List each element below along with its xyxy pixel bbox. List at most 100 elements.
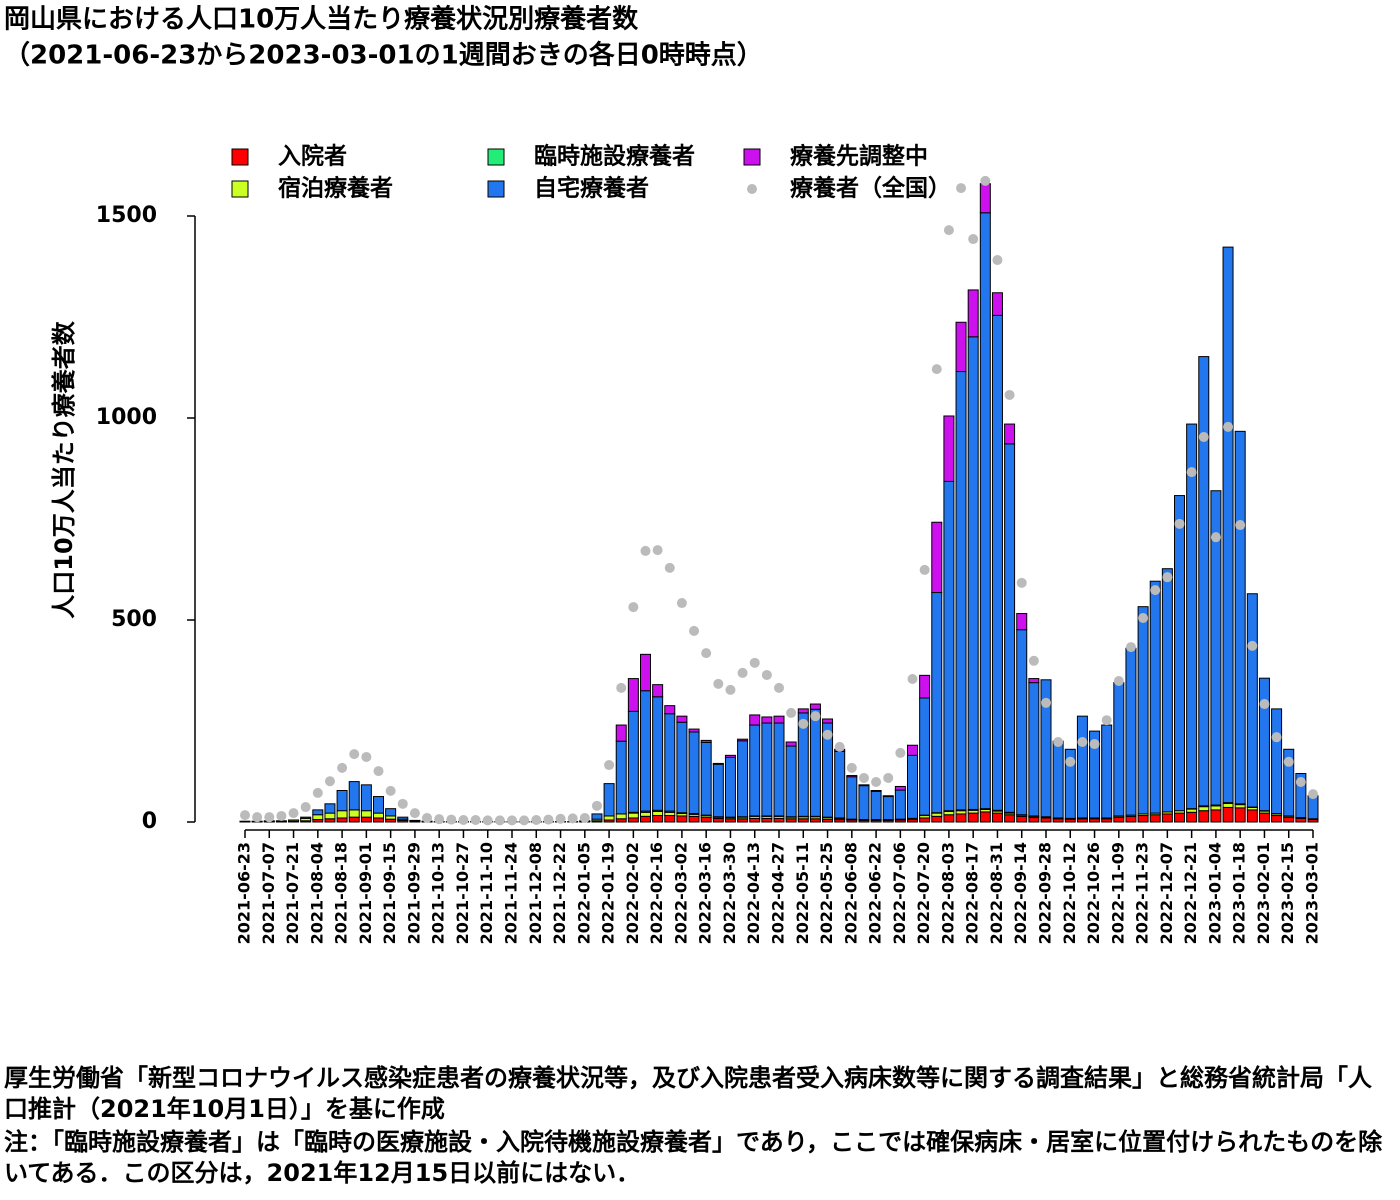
bar-segment xyxy=(1210,490,1222,806)
bar-segment xyxy=(943,814,955,823)
bar-segment xyxy=(1198,810,1210,823)
point xyxy=(858,772,869,783)
point xyxy=(543,814,554,825)
bar-segment xyxy=(652,696,664,811)
bar-segment xyxy=(712,762,724,765)
x-tick-label: 2022-07-20 xyxy=(914,842,933,944)
bar-segment xyxy=(991,314,1003,811)
x-tick-label: 2022-06-08 xyxy=(841,842,860,944)
bar-segment xyxy=(1040,817,1052,823)
bar-segment xyxy=(1198,356,1210,807)
bar-segment xyxy=(1016,629,1028,816)
point xyxy=(567,813,578,824)
x-tick-label: 2022-04-27 xyxy=(769,842,788,944)
bar-segment xyxy=(652,810,664,817)
point xyxy=(1198,431,1209,442)
bar-segment xyxy=(1174,495,1185,812)
bar-segment xyxy=(907,754,918,819)
bar-segment xyxy=(1283,816,1295,823)
x-tick-label: 2021-06-23 xyxy=(235,842,254,944)
point xyxy=(810,711,821,722)
legend-label: 療養先調整中 xyxy=(790,143,928,170)
bar-segment xyxy=(1295,773,1307,819)
point xyxy=(385,785,396,796)
bar-segment xyxy=(846,776,858,820)
bar-segment xyxy=(822,718,834,724)
point xyxy=(300,802,311,813)
point xyxy=(1004,389,1015,400)
point xyxy=(519,815,530,826)
x-tick-label: 2021-12-08 xyxy=(526,842,545,944)
point xyxy=(689,625,700,636)
point xyxy=(676,598,687,609)
x-tick-label: 2022-03-16 xyxy=(696,842,715,944)
bar-segment xyxy=(712,817,724,823)
bar-segment xyxy=(348,781,360,811)
x-tick-label: 2022-05-11 xyxy=(793,842,812,944)
x-tick-label: 2022-08-17 xyxy=(963,842,982,944)
bar-segment xyxy=(1271,708,1283,815)
bar-segment xyxy=(797,708,809,714)
x-tick-label: 2022-05-25 xyxy=(817,842,836,944)
x-tick-label: 2023-01-04 xyxy=(1205,842,1224,944)
x-tick-label: 2021-10-13 xyxy=(429,842,448,944)
bar-segment xyxy=(1258,812,1270,823)
point xyxy=(1235,520,1246,531)
point xyxy=(919,564,930,575)
bar-segment xyxy=(397,816,409,820)
point xyxy=(555,813,566,824)
point xyxy=(446,814,457,825)
x-tick-label: 2021-07-07 xyxy=(259,842,278,944)
point xyxy=(834,741,845,752)
bar-segment xyxy=(603,815,615,821)
bar-segment xyxy=(943,415,955,482)
bar-segment xyxy=(1040,679,1052,818)
x-tick-label: 2021-08-18 xyxy=(332,842,351,944)
bar-segment xyxy=(1016,613,1028,631)
y-tick-label: 1000 xyxy=(96,405,157,430)
point xyxy=(422,812,433,823)
bar-segment xyxy=(1222,802,1234,808)
bar-segment xyxy=(919,697,931,816)
bar-segment xyxy=(1234,807,1246,823)
bar-segment xyxy=(1307,795,1319,820)
point xyxy=(1210,532,1221,543)
bar-segment xyxy=(809,708,821,817)
bar-segment xyxy=(385,808,397,817)
bar-segment xyxy=(894,785,906,791)
point xyxy=(883,772,894,783)
bar-segment xyxy=(1076,715,1088,819)
bar-segment xyxy=(785,745,797,818)
x-tick-label: 2021-08-04 xyxy=(307,842,326,944)
bar-segment xyxy=(603,783,615,817)
bar-segment xyxy=(1210,805,1222,811)
bar-segment xyxy=(324,812,336,820)
bar-segment xyxy=(846,775,858,778)
point xyxy=(1295,777,1306,788)
bar-segment xyxy=(858,784,870,787)
bar-segment xyxy=(955,371,967,811)
bar-segment xyxy=(664,705,676,715)
bar-segment xyxy=(894,789,906,820)
legend-label: 自宅療養者 xyxy=(534,175,649,202)
chart-title: 岡山県における人口10万人当たり療養状況別療養者数 xyxy=(4,5,639,35)
bar-segment xyxy=(979,183,991,214)
bar-segment xyxy=(348,809,360,818)
bar-segment xyxy=(955,813,967,823)
x-tick-label: 2022-01-19 xyxy=(599,842,618,944)
bar-segment xyxy=(785,741,797,747)
x-tick-label: 2023-02-15 xyxy=(1278,842,1297,944)
bar-segment xyxy=(688,728,700,733)
bar-segment xyxy=(360,816,372,823)
point xyxy=(276,810,287,821)
x-tick-label: 2022-08-03 xyxy=(938,842,957,944)
x-tick-label: 2022-01-05 xyxy=(574,842,593,944)
point xyxy=(1101,715,1112,726)
bar-segment xyxy=(1161,568,1173,813)
bar-segment xyxy=(1161,813,1173,823)
point xyxy=(397,798,408,809)
bar-segment xyxy=(615,740,627,815)
point xyxy=(288,808,299,819)
bar-segment xyxy=(336,789,348,812)
